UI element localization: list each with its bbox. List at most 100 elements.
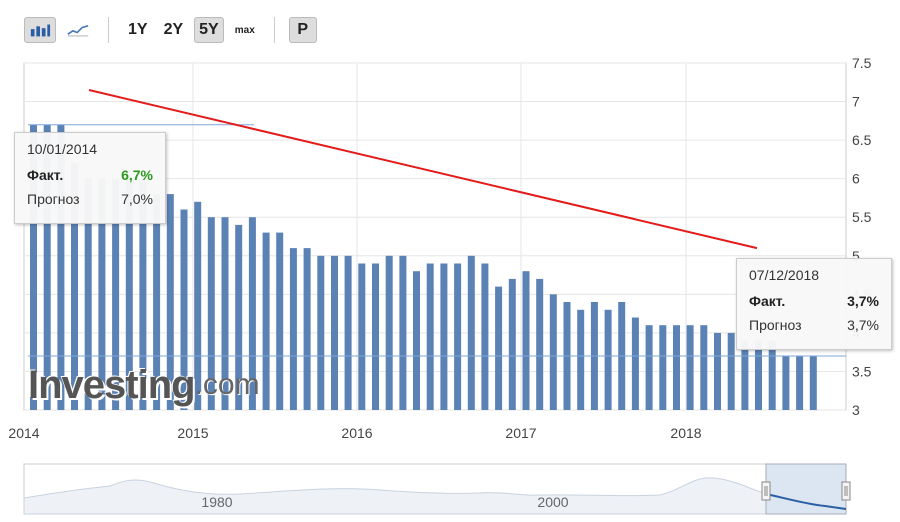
range-5y-button[interactable]: 5Y	[194, 17, 224, 43]
bar[interactable]	[604, 309, 612, 410]
bar[interactable]	[112, 178, 120, 410]
bar[interactable]	[98, 178, 106, 410]
bar[interactable]	[180, 209, 188, 411]
bar[interactable]	[727, 332, 735, 410]
bar[interactable]	[426, 263, 434, 411]
bar[interactable]	[796, 356, 804, 410]
bar[interactable]	[331, 255, 338, 410]
y-tick-label: 7	[852, 94, 860, 110]
bar[interactable]	[522, 271, 530, 410]
bar[interactable]	[440, 263, 448, 411]
plot-frame	[23, 62, 847, 411]
bar[interactable]	[385, 255, 393, 410]
bar[interactable]	[673, 325, 680, 410]
bar[interactable]	[303, 248, 311, 410]
y-tick-label: 6.5	[852, 132, 872, 148]
range-1y-button[interactable]: 1Y	[128, 21, 148, 38]
bar[interactable]	[782, 356, 790, 410]
bar[interactable]	[344, 255, 352, 410]
logo-domain: .com	[194, 368, 260, 401]
bar[interactable]	[768, 340, 776, 410]
bar[interactable]	[686, 325, 694, 410]
range-2y-button[interactable]: 2Y	[163, 21, 184, 38]
bar[interactable]	[125, 178, 133, 410]
p-button[interactable]: P	[288, 17, 317, 43]
tooltip-fact-value: 6,7%	[121, 167, 153, 183]
navigator-handle-left[interactable]	[761, 481, 771, 501]
bar-chart-icon[interactable]	[24, 17, 56, 43]
bar[interactable]	[194, 201, 202, 410]
bar[interactable]	[467, 255, 475, 410]
chart-toolbar: 1Y 2Y 5Y max P	[24, 14, 317, 46]
bar[interactable]	[809, 356, 817, 410]
y-tick-label: 5	[852, 248, 860, 264]
tooltip-date: 07/12/2018	[749, 267, 820, 283]
bar[interactable]	[536, 278, 544, 410]
tooltip-forecast-label: Прогноз	[749, 317, 802, 333]
bar[interactable]	[43, 124, 51, 410]
navigator-handle-right[interactable]	[841, 481, 851, 501]
bar[interactable]	[399, 255, 407, 410]
navigator-label: 2000	[537, 494, 568, 510]
bar[interactable]	[741, 340, 749, 410]
tooltip-first: 10/01/2014 Факт. 6,7% Прогноз 7,0%	[14, 132, 166, 224]
tooltip-forecast-row: Прогноз 3,7%	[749, 317, 879, 333]
logo-brand: Investing	[28, 362, 196, 407]
toolbar-divider	[273, 17, 275, 43]
tooltip-forecast-row: Прогноз 7,0%	[27, 191, 153, 207]
bar[interactable]	[577, 309, 585, 410]
bar[interactable]	[207, 217, 215, 410]
y-tick-label: 5.5	[852, 209, 872, 225]
bar[interactable]	[508, 278, 516, 410]
bar[interactable]	[659, 325, 667, 410]
bar[interactable]	[481, 263, 489, 411]
bar[interactable]	[289, 248, 297, 410]
tooltip-fact-value: 3,7%	[847, 293, 879, 309]
tooltip-date: 10/01/2014	[27, 141, 98, 157]
bar[interactable]	[413, 271, 420, 410]
y-tick-label: 3	[852, 402, 860, 418]
tooltip-fact-row: Факт. 3,7%	[749, 293, 879, 309]
range-max-button[interactable]: max	[234, 24, 255, 36]
bar[interactable]	[714, 332, 721, 410]
bar[interactable]	[57, 124, 65, 410]
bar[interactable]	[700, 325, 708, 410]
bar[interactable]	[221, 217, 229, 410]
bar[interactable]	[631, 317, 639, 411]
navigator-selected-line	[765, 493, 847, 510]
x-tick-label: 2014	[8, 425, 39, 441]
navigator-selection[interactable]	[765, 463, 847, 515]
bar[interactable]	[262, 232, 270, 410]
bar[interactable]	[166, 194, 174, 410]
bar[interactable]	[549, 294, 557, 410]
navigator-label: 1980	[201, 494, 232, 510]
bar[interactable]	[454, 263, 462, 411]
bar[interactable]	[276, 232, 284, 410]
tooltip-forecast-value: 3,7%	[847, 317, 879, 333]
investing-logo: Investing .com	[28, 362, 278, 408]
bar[interactable]	[139, 178, 147, 410]
tooltip-fact-label: Факт.	[749, 293, 786, 309]
trend-line	[88, 89, 758, 250]
toolbar-divider	[108, 17, 109, 43]
bar[interactable]	[84, 178, 92, 410]
bar[interactable]	[153, 194, 161, 410]
bar[interactable]	[495, 286, 503, 410]
tooltip-fact-row: Факт. 6,7%	[27, 167, 153, 183]
bar[interactable]	[755, 340, 762, 410]
x-tick-label: 2016	[341, 425, 372, 441]
bar[interactable]	[235, 224, 243, 410]
bar[interactable]	[317, 255, 325, 410]
x-tick-label: 2015	[177, 425, 208, 441]
y-tick-label: 6	[852, 171, 860, 187]
bar[interactable]	[358, 263, 366, 411]
line-chart-icon[interactable]	[62, 17, 94, 43]
bar[interactable]	[372, 263, 379, 411]
y-tick-label: 3.5	[852, 363, 872, 379]
bar[interactable]	[645, 325, 653, 410]
bar[interactable]	[248, 217, 256, 410]
y-tick-label: 7.5	[852, 55, 872, 71]
bar[interactable]	[71, 163, 78, 410]
bar[interactable]	[30, 124, 37, 410]
